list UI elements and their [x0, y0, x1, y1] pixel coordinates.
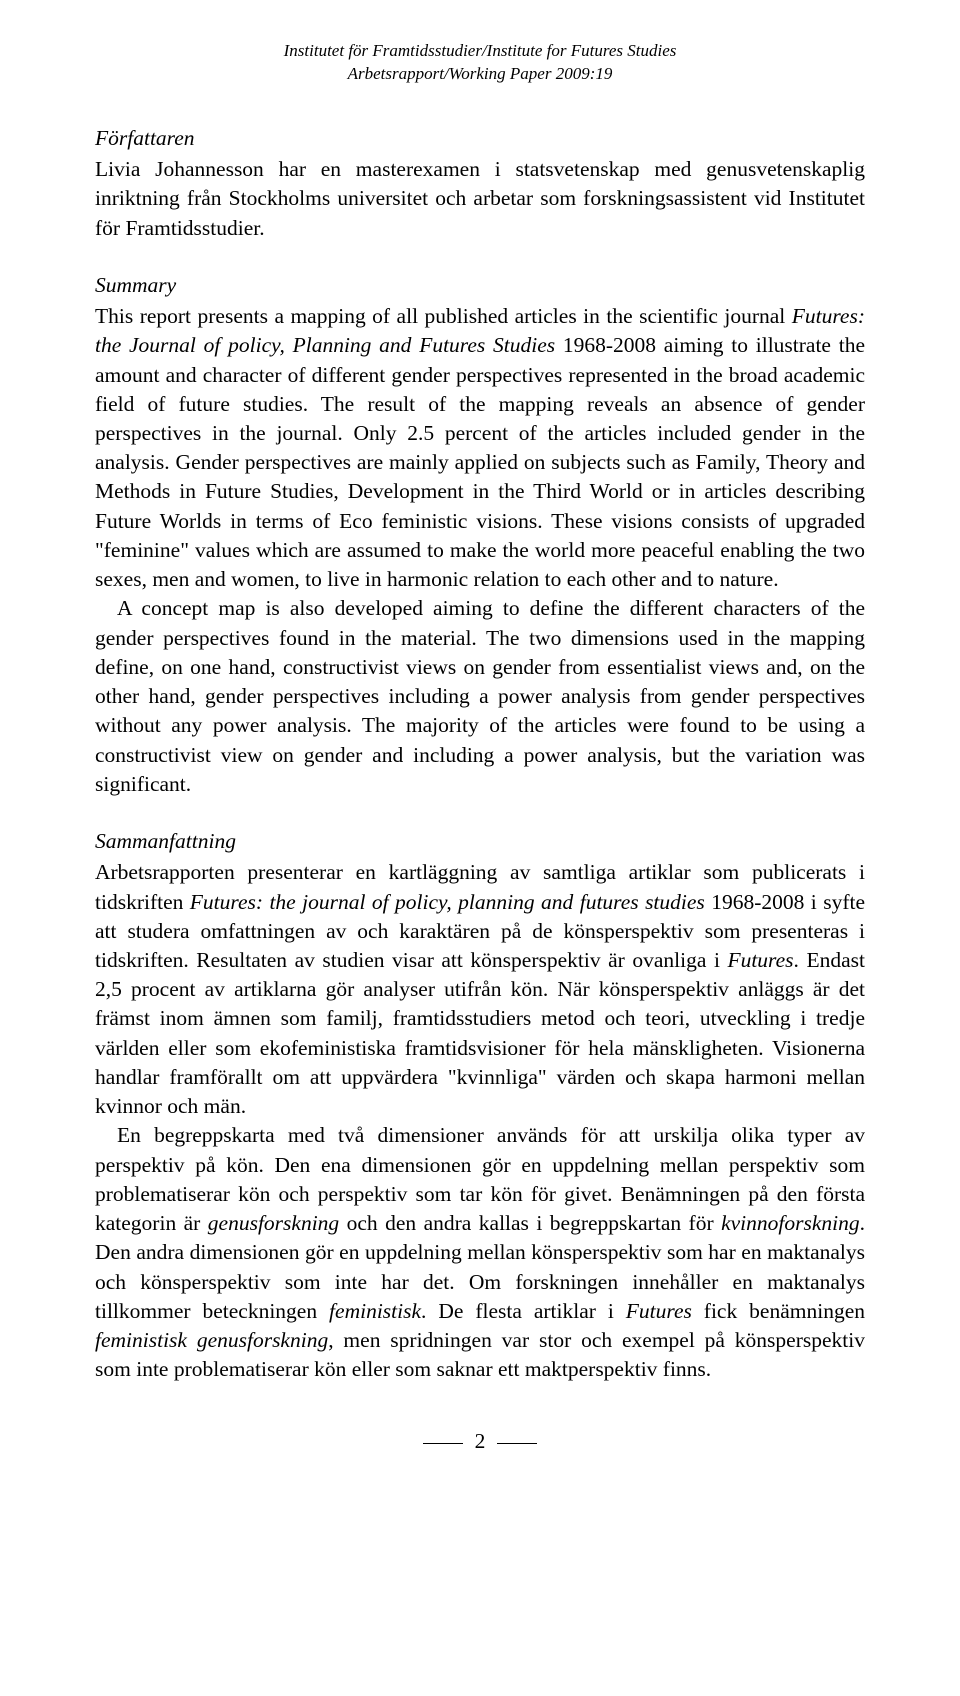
samman-p1-ital: Futures: the journal of policy, planning… [190, 890, 705, 914]
header-line-2: Arbetsrapport/Working Paper 2009:19 [95, 63, 865, 86]
sammanfattning-title: Sammanfattning [95, 827, 865, 856]
page-container: Institutet för Framtidsstudier/Institute… [0, 0, 960, 1484]
samman-p2-i2: kvinnoforskning [721, 1211, 860, 1235]
summary-block: Summary This report presents a mapping o… [95, 271, 865, 799]
samman-p2-i3: feministisk [329, 1299, 421, 1323]
running-header: Institutet för Framtidsstudier/Institute… [95, 40, 865, 86]
header-line-1: Institutet för Framtidsstudier/Institute… [95, 40, 865, 63]
samman-p1-c: . Endast 2,5 procent av artiklarna gör a… [95, 948, 865, 1118]
samman-p2-i5: feministisk genusforskning [95, 1328, 328, 1352]
samman-p2-i1: genusforskning [208, 1211, 339, 1235]
samman-para2: En begreppskarta med två dimensioner anv… [95, 1121, 865, 1384]
summary-text-a: This report presents a mapping of all pu… [95, 304, 792, 328]
samman-p1-ital2: Futures [727, 948, 793, 972]
samman-p2-i4: Futures [626, 1299, 692, 1323]
dash-right-icon [497, 1443, 537, 1444]
samman-p2-d: . De flesta artiklar i [421, 1299, 626, 1323]
summary-title: Summary [95, 271, 865, 300]
sammanfattning-block: Sammanfattning Arbetsrapporten presenter… [95, 827, 865, 1384]
summary-para2: A concept map is also developed aiming t… [95, 594, 865, 799]
samman-p2-e: fick benämningen [692, 1299, 865, 1323]
forfattaren-text: Livia Johannesson har en masterexamen i … [95, 157, 865, 239]
forfattaren-block: Författaren Livia Johannesson har en mas… [95, 124, 865, 243]
dash-left-icon [423, 1443, 463, 1444]
summary-text-b: 1968-2008 aiming to illustrate the amoun… [95, 333, 865, 591]
samman-p2-b: och den andra kallas i begreppskartan fö… [339, 1211, 721, 1235]
page-number-footer: 2 [95, 1429, 865, 1454]
page-number: 2 [475, 1429, 486, 1453]
forfattaren-title: Författaren [95, 124, 865, 153]
